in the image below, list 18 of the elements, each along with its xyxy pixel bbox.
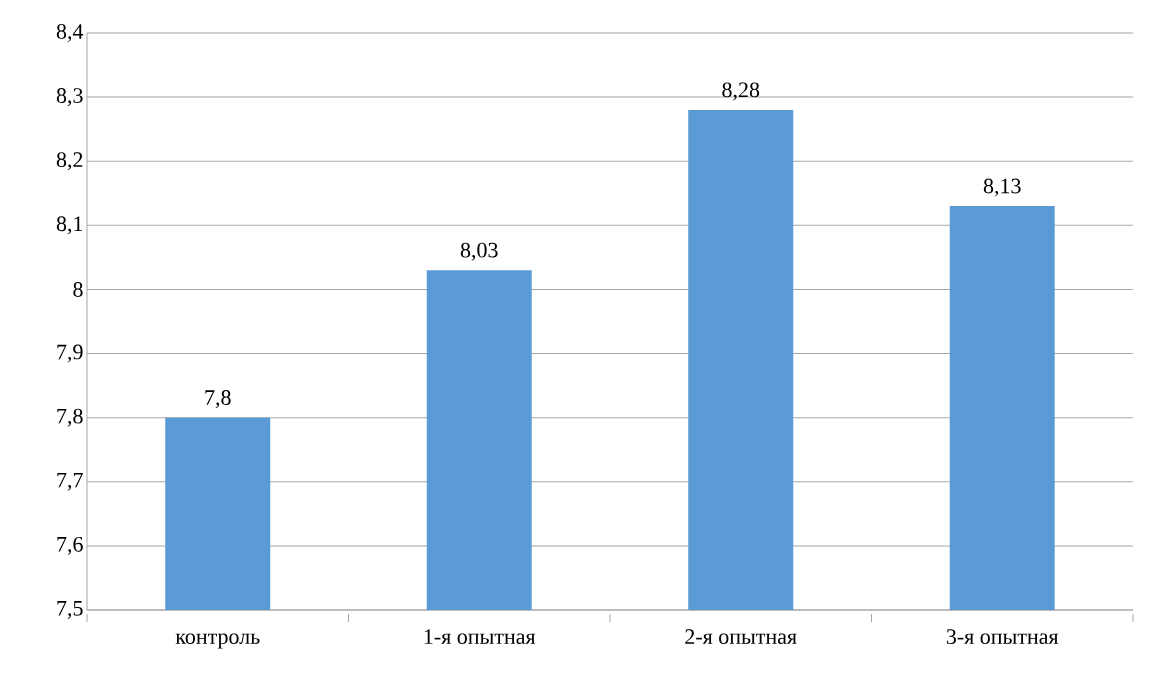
x-tick-label: 2-я опытная [685, 629, 797, 645]
y-tick-label: 7,7 [57, 472, 83, 491]
y-tick-label: 8,3 [56, 88, 83, 107]
y-tick-label: 7,8 [57, 408, 83, 427]
data-label: 8,28 [722, 82, 760, 101]
data-label: 8,13 [983, 178, 1021, 197]
x-tick-label: 1-я опытная [424, 629, 536, 645]
y-tick-label: 8,2 [56, 152, 83, 171]
data-label: 7,8 [205, 390, 231, 409]
y-tick-label: 8,1 [56, 216, 83, 235]
data-label: 8,03 [460, 242, 498, 261]
y-tick-label: 8 [73, 282, 83, 297]
y-tick-label: 7,9 [57, 344, 83, 363]
x-tick-label: 3-я опытная [946, 629, 1059, 645]
y-tick-label: 7,5 [57, 601, 83, 619]
x-tick-label: контроль [175, 633, 260, 649]
y-tick-label: 8,4 [56, 24, 84, 43]
y-tick-label: 7,6 [57, 536, 83, 555]
